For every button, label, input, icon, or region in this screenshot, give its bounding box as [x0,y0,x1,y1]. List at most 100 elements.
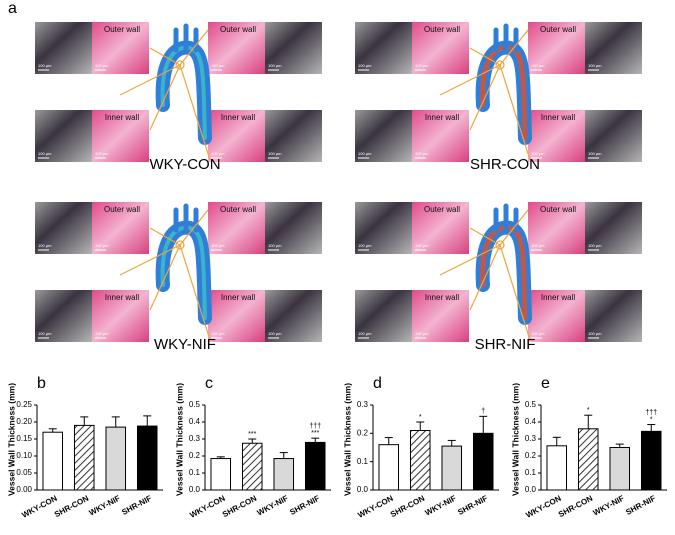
scale-bar-label: 100 µm [38,151,52,156]
bar [472,432,494,491]
scale-bar-label: 100 µm [211,63,225,68]
micrograph [208,22,265,74]
scale-bar-label: 100 µm [38,243,52,248]
pointer-line [499,64,531,161]
micrograph [92,290,149,342]
pointer-line [119,64,181,96]
pointer-line [469,244,501,311]
scale-bar-label: 100 µm [268,151,282,156]
panel-label: c [205,375,213,392]
group-label: SHR-NIF [475,336,536,353]
micrograph [265,110,322,162]
micrograph [355,290,412,342]
scale-bar-label: 100 µm [358,243,372,248]
region-marker [495,240,505,250]
x-tick-label: WKY-NIF [88,494,122,518]
bar [304,441,326,491]
significance-label: *** [248,431,256,438]
wall-label: Inner wall [221,293,255,302]
x-tick-label: SHR-NIF [288,494,321,517]
y-axis-label: Vessel Wall Thickness (mm) [342,383,352,496]
wall-label: Inner wall [221,113,255,122]
bar [241,442,263,491]
y-tick-label: 0.0 [357,485,369,494]
y-tick-label: 0.00 [16,485,32,494]
scale-bar-label: 100 µm [588,151,602,156]
x-tick-label: WKY-CON [524,494,563,520]
pointer-line [499,29,529,66]
scale-bar-label: 100 µm [415,331,429,336]
wall-label: Outer wall [540,25,576,34]
scale-bar-label: 100 µm [358,63,372,68]
pointer-line [179,64,211,161]
aorta-highlight [480,225,528,321]
scale-bar-label: 100 µm [415,63,429,68]
micrograph [92,202,149,254]
pointer-line [149,227,181,246]
micrograph [265,290,322,342]
micrograph [92,22,149,74]
pointer-line [469,64,501,131]
y-tick-label: 0.5 [525,400,537,409]
y-tick-label: 0.1 [189,468,201,477]
scale-bar-label: 100 µm [95,63,109,68]
scale-bar-label: 100 µm [95,243,109,248]
x-tick-label: SHR-NIF [456,494,489,517]
micrograph [412,110,469,162]
x-tick-label: SHR-CON [53,494,90,520]
pointer-line [469,227,501,246]
micrograph [585,202,642,254]
micrograph [265,22,322,74]
wall-label: Outer wall [104,205,140,214]
bar [73,424,95,491]
y-tick-label: 0.0 [189,485,201,494]
scale-bar-label: 100 µm [588,331,602,336]
y-tick-label: 0.3 [525,434,537,443]
x-tick-label: SHR-NIF [120,494,153,517]
scale-bar-label: 100 µm [415,243,429,248]
bar [42,431,64,491]
significance-label: *** [311,430,319,437]
significance-label: * [419,414,422,421]
y-tick-label: 0.25 [16,400,32,409]
aorta-highlight [160,225,207,320]
y-tick-label: 0.05 [16,468,32,477]
scale-bar-label: 100 µm [531,331,545,336]
wall-label: Outer wall [220,25,256,34]
scale-bar-label: 100 µm [38,63,52,68]
wall-label: Inner wall [425,113,459,122]
region-marker [495,60,505,70]
x-tick-label: WKY-CON [188,494,227,520]
scale-bar-label: 100 µm [358,331,372,336]
panel-label: e [541,375,550,392]
y-tick-label: 0.0 [525,485,537,494]
aorta-highlight [160,45,207,140]
scale-bar-label: 100 µm [268,331,282,336]
scale-bar-label: 100 µm [588,243,602,248]
scale-bar-label: 100 µm [588,63,602,68]
x-tick-label: SHR-CON [221,494,258,520]
scale-bar-label: 100 µm [531,243,545,248]
pointer-line [119,244,181,276]
micrograph [355,202,412,254]
scale-bar-label: 100 µm [415,151,429,156]
wall-label: Outer wall [424,205,460,214]
significance-label: ††† [645,409,657,416]
micrograph [208,202,265,254]
micrograph [265,202,322,254]
aorta-highlight [480,45,528,141]
scale-bar-label: 100 µm [95,331,109,336]
y-tick-label: 0.2 [357,428,369,437]
pointer-line [149,64,181,131]
pointer-line [149,47,181,66]
bar [577,428,599,491]
wall-label: Outer wall [220,205,256,214]
wall-label: Inner wall [541,113,575,122]
significance-label: * [650,416,653,423]
x-tick-label: WKY-NIF [592,494,626,518]
bar [441,445,463,491]
scale-bar-label: 100 µm [211,151,225,156]
bar [136,425,158,491]
micrograph [35,202,92,254]
y-tick-label: 0.5 [189,400,201,409]
